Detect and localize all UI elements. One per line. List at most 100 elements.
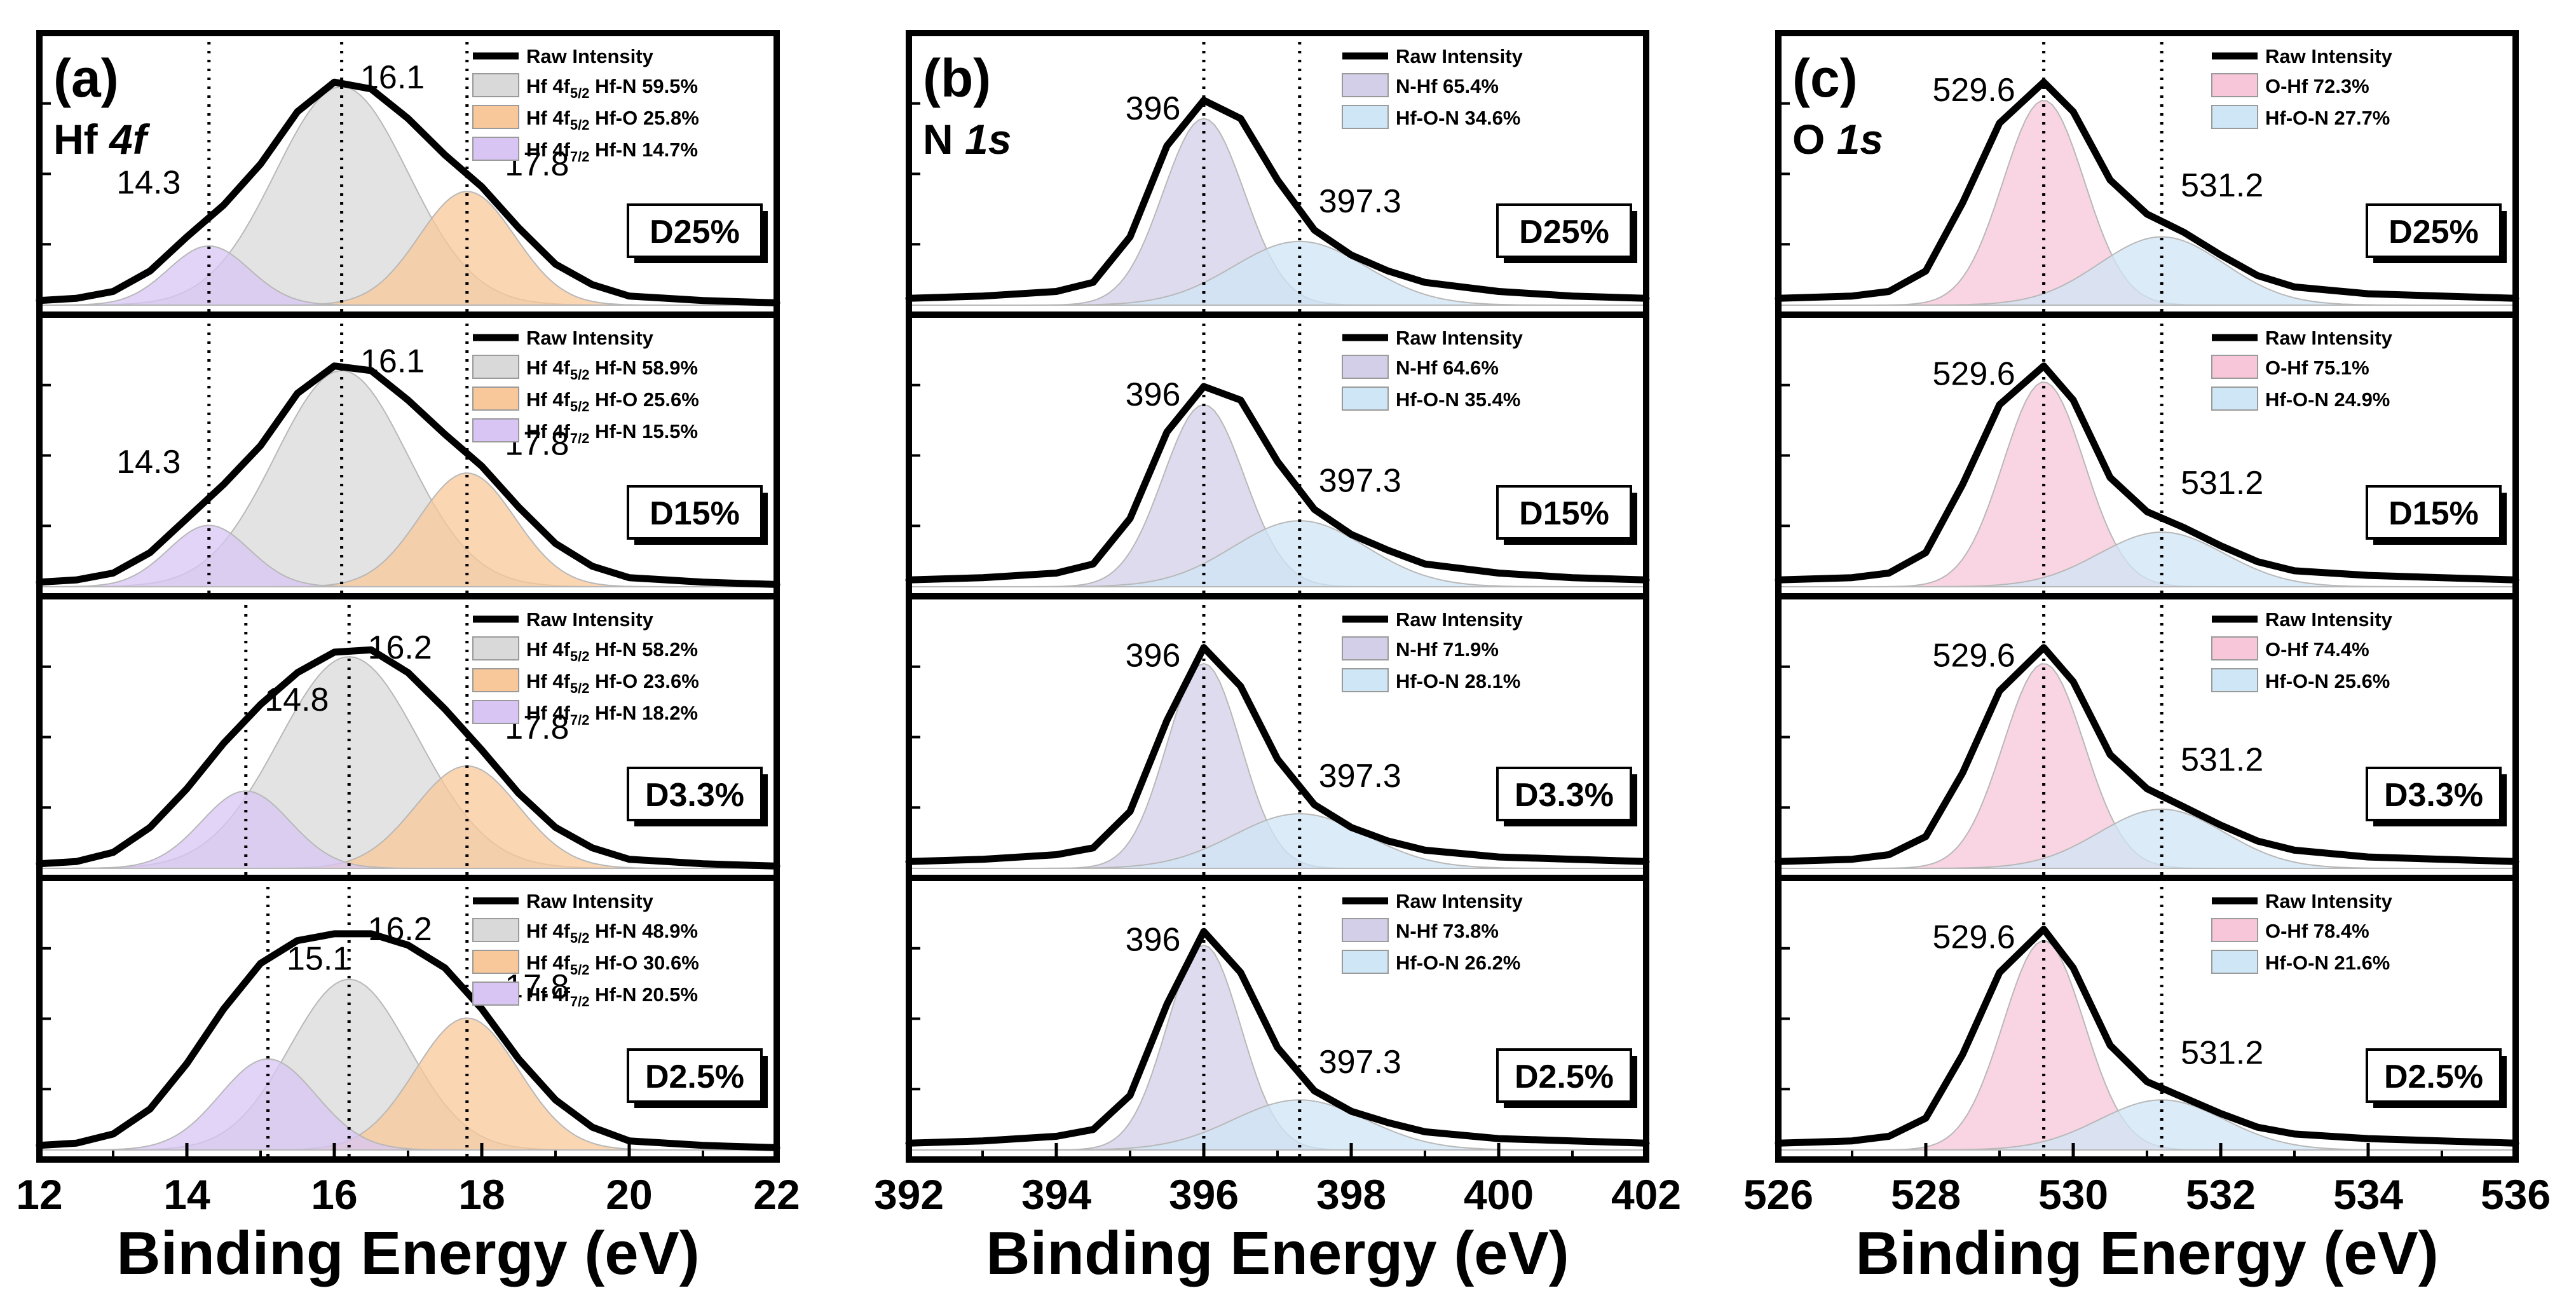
raw-intensity-line [905, 97, 1650, 302]
legend-entry: Hf 4f5/2 Hf-N 58.2% [526, 638, 698, 664]
legend: Raw Intensity N-Hf 73.8% Hf-O-N 26.2% [1342, 890, 1523, 974]
peak-position-label: 16.2 [368, 629, 432, 666]
fit-component [909, 1099, 1646, 1151]
legend-entry: Hf 4f7/2 Hf-N 20.5% [526, 983, 698, 1009]
sample-label: D2.5% [2384, 1058, 2483, 1095]
x-tick-label: 12 [16, 1171, 62, 1218]
peak-position-label: 14.3 [116, 444, 181, 481]
raw-intensity-line [905, 644, 1650, 865]
sample-label: D3.3% [645, 777, 744, 814]
x-tick-label: 530 [2038, 1171, 2108, 1218]
element-label: N 1s [923, 116, 1011, 163]
legend: Raw Intensity N-Hf 71.9% Hf-O-N 28.1% [1342, 608, 1523, 692]
legend-swatch [1342, 73, 1389, 97]
legend-swatch [1342, 636, 1389, 660]
legend-entry: N-Hf 73.8% [1396, 920, 1499, 942]
legend-entry: Hf 4f5/2 Hf-N 59.5% [526, 75, 698, 101]
raw-intensity-line [36, 362, 780, 588]
legend-raw-label: Raw Intensity [526, 608, 654, 631]
x-axis-title: Binding Energy (eV) [1855, 1219, 2438, 1287]
x-tick-label: 400 [1464, 1171, 1534, 1218]
subplot: 529.6 531.2 Raw Intensity O-Hf 72.3% Hf-O-N … [1775, 33, 2519, 315]
sample-label: D15% [1519, 495, 1609, 532]
x-axis-title: Binding Energy (eV) [986, 1219, 1569, 1287]
legend-swatch [2211, 668, 2258, 692]
fit-component [39, 790, 777, 869]
sample-label-box [1496, 203, 1632, 258]
subplot: 396 397.3 Raw Intensity N-Hf 73.8% Hf-O-N 26… [905, 878, 1650, 1160]
legend-raw-label: Raw Intensity [1396, 45, 1523, 67]
legend-entry: N-Hf 65.4% [1396, 75, 1499, 97]
legend-raw-label: Raw Intensity [2265, 608, 2393, 631]
legend: Raw Intensity O-Hf 72.3% Hf-O-N 27.7% [2211, 45, 2393, 129]
sample-label: D2.5% [645, 1058, 744, 1095]
peak-position-label: 531.2 [2181, 1035, 2263, 1072]
legend-entry: Hf 4f5/2 Hf-N 48.9% [526, 920, 698, 946]
legend-entry: N-Hf 64.6% [1396, 357, 1499, 379]
legend-swatch [472, 982, 519, 1006]
sample-label-box [2366, 767, 2502, 821]
peak-position-label: 529.6 [1933, 638, 2015, 674]
peak-position-label: 14.3 [116, 165, 181, 202]
raw-intensity-line [1775, 644, 2519, 865]
legend: Raw Intensity N-Hf 65.4% Hf-O-N 34.6% [1342, 45, 1523, 129]
legend: Raw Intensity O-Hf 74.4% Hf-O-N 25.6% [2211, 608, 2393, 692]
fit-component [1778, 236, 2516, 306]
legend-raw-label: Raw Intensity [2265, 45, 2393, 67]
legend: Raw Intensity N-Hf 64.6% Hf-O-N 35.4% [1342, 327, 1523, 411]
sample-label: D15% [650, 495, 740, 532]
legend-swatch [1342, 355, 1389, 379]
sample-label-box [2366, 203, 2502, 258]
sample-label-box [627, 485, 763, 540]
fit-component [39, 1058, 777, 1151]
legend-raw-label: Raw Intensity [1396, 327, 1523, 349]
raw-intensity-line [36, 646, 780, 870]
x-tick-label: 14 [163, 1171, 210, 1218]
sample-label: D3.3% [2384, 777, 2483, 814]
legend-swatch [2211, 950, 2258, 974]
legend: Raw Intensity Hf 4f5/2 Hf-N 59.5% Hf 4f5/2… [472, 45, 699, 165]
legend-raw-label: Raw Intensity [526, 45, 654, 67]
element-label: O 1s [1792, 116, 1883, 163]
legend-entry: Hf-O-N 34.6% [1396, 107, 1520, 129]
legend-entry: N-Hf 71.9% [1396, 638, 1499, 660]
legend-swatch [2211, 73, 2258, 97]
fit-component [1778, 1099, 2516, 1151]
fit-component [39, 524, 777, 587]
sample-label: D25% [1519, 214, 1609, 250]
x-tick-label: 534 [2333, 1171, 2403, 1218]
peak-position-label: 531.2 [2181, 167, 2263, 204]
legend-swatch [472, 636, 519, 660]
sample-label: D25% [2389, 214, 2479, 250]
legend-swatch [2211, 918, 2258, 942]
legend-swatch [472, 105, 519, 129]
legend-raw-label: Raw Intensity [526, 327, 654, 349]
peak-position-label: 396 [1126, 90, 1181, 127]
legend-swatch [472, 950, 519, 974]
raw-intensity-line [905, 383, 1650, 584]
legend-entry: Hf 4f5/2 Hf-O 25.6% [526, 388, 699, 414]
legend: Raw Intensity Hf 4f5/2 Hf-N 58.9% Hf 4f5/2… [472, 327, 699, 446]
raw-intensity-line [36, 78, 780, 306]
legend-raw-label: Raw Intensity [1396, 608, 1523, 631]
x-tick-label: 396 [1169, 1171, 1239, 1218]
legend-entry: Hf-O-N 25.6% [2265, 670, 2390, 692]
peak-position-label: 396 [1126, 376, 1181, 413]
panel-label: (c) [1792, 48, 1858, 108]
legend-entry: Hf-O-N 28.1% [1396, 670, 1520, 692]
peak-position-label: 396 [1126, 638, 1181, 674]
sample-label: D15% [2389, 495, 2479, 532]
x-axis-title: Binding Energy (eV) [116, 1219, 699, 1287]
x-tick-label: 392 [874, 1171, 944, 1218]
raw-intensity-line [1775, 926, 2519, 1147]
fit-component [909, 813, 1646, 869]
sample-label-box [2366, 1048, 2502, 1103]
panel-label: (b) [923, 48, 991, 108]
legend-swatch [1342, 918, 1389, 942]
legend-swatch [472, 73, 519, 97]
subplot: 396 397.3 Raw Intensity N-Hf 71.9% Hf-O-N 28… [905, 596, 1650, 878]
legend-raw-label: Raw Intensity [1396, 890, 1523, 912]
